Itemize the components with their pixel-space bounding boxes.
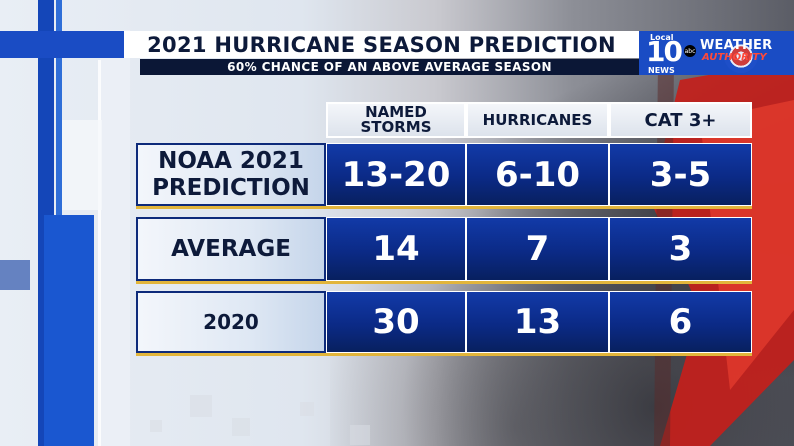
- header-accent-bar: [639, 31, 794, 75]
- row-divider: [136, 353, 752, 356]
- row-label-text: NOAA 2021 PREDICTION: [152, 147, 310, 201]
- row-label: 2020: [136, 291, 326, 353]
- background-stripe: [44, 215, 94, 446]
- table-row-noaa-prediction: NOAA 2021 PREDICTION 13-20 6-10 3-5: [136, 143, 752, 206]
- background-stripe: [62, 120, 102, 210]
- page-subtitle: 60% CHANCE OF AN ABOVE AVERAGE SEASON: [140, 59, 639, 75]
- logo-channel-number: 10: [646, 35, 683, 68]
- column-header-label: HURRICANES: [482, 111, 593, 129]
- table-cell-cat3: 6: [609, 291, 752, 353]
- column-header-named-storms: NAMED STORMS: [326, 102, 466, 138]
- table-cell-hurricanes: 7: [466, 217, 609, 281]
- header-accent-bar: [0, 31, 124, 58]
- table-cell-named-storms: 13-20: [326, 143, 466, 206]
- background-stripe: [100, 30, 130, 446]
- logo-local-text: Local: [650, 33, 674, 42]
- column-header-cat3: CAT 3+: [609, 102, 752, 138]
- background-stripe: [0, 260, 30, 290]
- logo-authority-text: AUTHORITY: [702, 52, 767, 63]
- row-divider: [136, 206, 752, 209]
- table-cell-cat3: 3-5: [609, 143, 752, 206]
- table-cell-named-storms: 14: [326, 217, 466, 281]
- background-stripe: [98, 60, 101, 446]
- row-label: NOAA 2021 PREDICTION: [136, 143, 326, 206]
- table-cell-named-storms: 30: [326, 291, 466, 353]
- table-cell-cat3: 3: [609, 217, 752, 281]
- column-header-hurricanes: HURRICANES: [466, 102, 609, 138]
- logo-weather-text: WEATHER: [700, 38, 773, 53]
- logo-news-text: NEWS: [648, 66, 675, 75]
- table-cell-hurricanes: 6-10: [466, 143, 609, 206]
- page-title: 2021 HURRICANE SEASON PREDICTION: [124, 31, 639, 58]
- table-cell-hurricanes: 13: [466, 291, 609, 353]
- station-logo: Local 10 NEWS abc WEATHER AUTHORITY: [644, 33, 790, 77]
- row-label: AVERAGE: [136, 217, 326, 281]
- row-divider: [136, 281, 752, 284]
- network-logo: abc: [684, 45, 696, 57]
- table-row-2020: 2020 30 13 6: [136, 291, 752, 353]
- radar-icon: [724, 39, 758, 73]
- column-header-label: NAMED STORMS: [360, 103, 432, 136]
- column-header-label: CAT 3+: [644, 109, 717, 131]
- table-row-average: AVERAGE 14 7 3: [136, 217, 752, 281]
